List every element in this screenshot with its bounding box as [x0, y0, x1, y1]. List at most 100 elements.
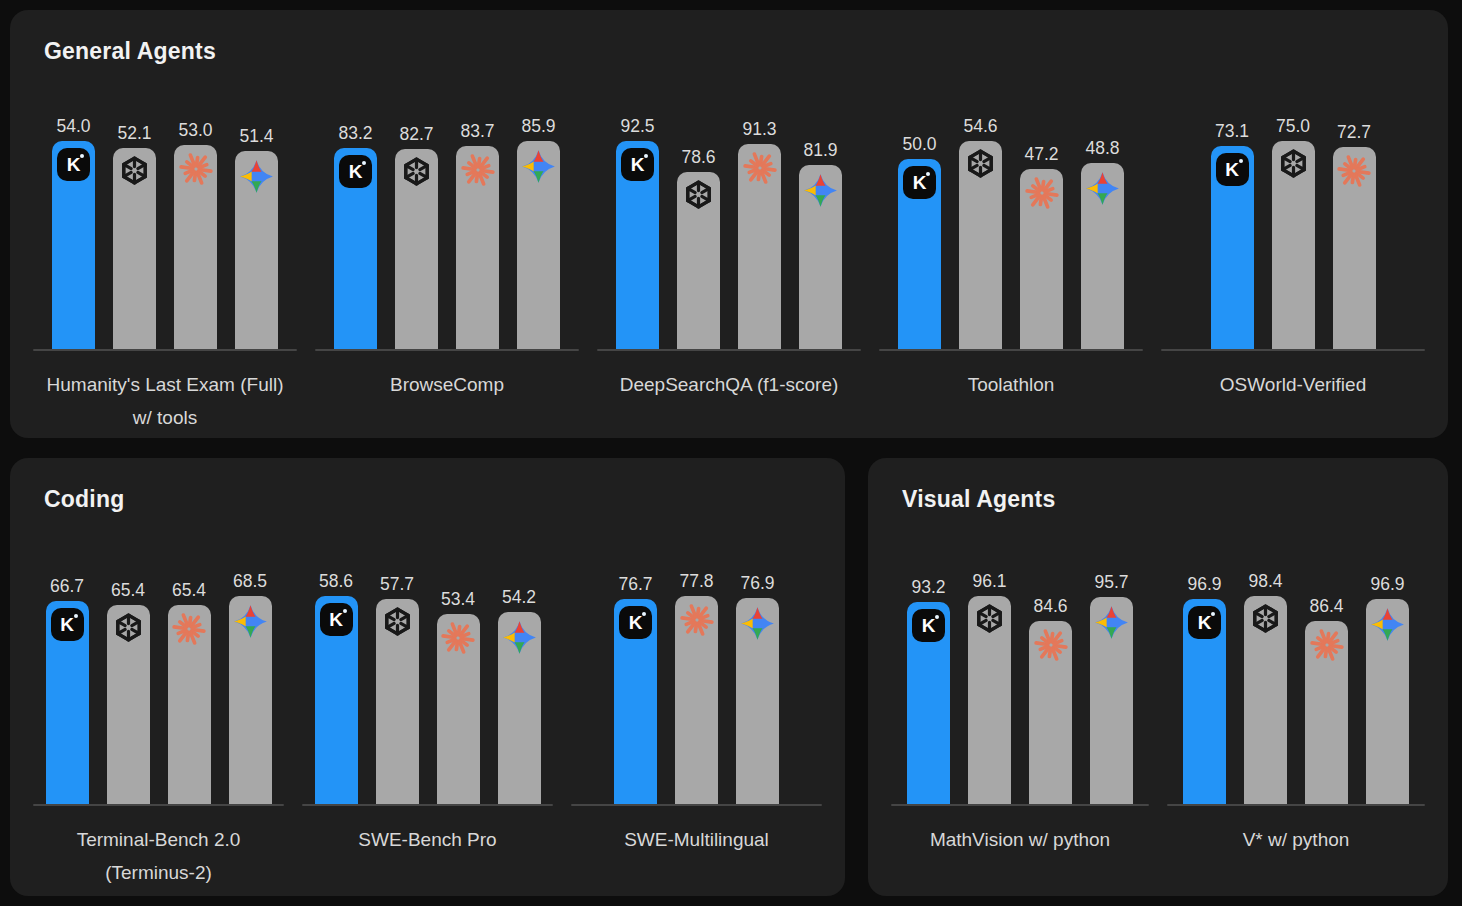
- openai-icon: [1250, 603, 1281, 634]
- openai-icon: [965, 148, 996, 179]
- bar-column: 84.6: [1029, 598, 1072, 805]
- bars-row: 50.0K54.6 47.2 48.8: [870, 113, 1152, 349]
- bars-row: 58.6K 57.7 53.4 54.2: [293, 568, 562, 804]
- bar-column: 96.9: [1366, 576, 1409, 805]
- claude-icon: [179, 152, 213, 186]
- kimi-k-bar: K: [614, 599, 657, 804]
- axis-baseline: [33, 349, 297, 351]
- benchmark-group: 73.1K75.0 72.7 OSWorld-Verified: [1152, 113, 1434, 402]
- claude-icon: [441, 621, 475, 655]
- axis-baseline: [33, 804, 284, 806]
- axis-baseline: [597, 349, 861, 351]
- bar-column: 58.6K: [315, 573, 358, 805]
- benchmark-label-line: SWE-Bench Pro: [293, 824, 562, 857]
- openai-bar: [1244, 596, 1287, 804]
- openai-icon: [683, 179, 714, 210]
- benchmark-label: SWE-Bench Pro: [293, 824, 562, 857]
- bar-value-label: 83.7: [460, 123, 494, 141]
- bar-value-label: 81.9: [803, 142, 837, 160]
- openai-icon: [113, 612, 144, 643]
- gemini-bar: [1081, 163, 1124, 349]
- kimi-k-bar: K: [334, 148, 377, 349]
- bar-column: 86.4: [1305, 598, 1348, 805]
- benchmark-label: SWE-Multilingual: [562, 824, 831, 857]
- bar-value-label: 98.4: [1248, 573, 1282, 591]
- bars-row: 93.2K96.1 84.6 95.7: [882, 568, 1158, 804]
- bar-column: 54.0 K: [52, 118, 95, 350]
- bar-value-label: 68.5: [233, 573, 267, 591]
- bar-value-label: 65.4: [111, 582, 145, 600]
- benchmark-label: Humanity's Last Exam (Full)w/ tools: [24, 369, 306, 434]
- bar-column: 54.6: [959, 118, 1002, 350]
- bar-value-label: 73.1: [1215, 123, 1249, 141]
- claude-icon: [1025, 176, 1059, 210]
- axis-baseline: [1161, 349, 1425, 351]
- bar-column: 53.0: [174, 122, 217, 350]
- bar-value-label: 82.7: [399, 126, 433, 144]
- kimi-k-bar: K: [616, 141, 659, 349]
- openai-icon: [382, 606, 413, 637]
- panel-title-visual-agents: Visual Agents: [902, 486, 1055, 513]
- benchmark-label-line: w/ tools: [24, 402, 306, 435]
- bar-value-label: 54.0: [56, 118, 90, 136]
- axis-baseline: [571, 804, 822, 806]
- bars-row: 96.9K98.4 86.4 96.9: [1158, 568, 1434, 804]
- bar-column: 53.4: [437, 591, 480, 805]
- gemini-bar: [799, 165, 842, 349]
- axis-baseline: [891, 804, 1149, 806]
- benchmark-label-line: MathVision w/ python: [882, 824, 1158, 857]
- bar-value-label: 78.6: [681, 149, 715, 167]
- claude-icon: [1337, 154, 1371, 188]
- bar-value-label: 96.1: [972, 573, 1006, 591]
- gemini-icon: [501, 619, 538, 656]
- bar-column: 66.7 K: [46, 578, 89, 805]
- bar-value-label: 76.7: [618, 576, 652, 594]
- bars-row: 66.7 K 65.4 65.4 68.5: [24, 568, 293, 804]
- bar-value-label: 66.7: [50, 578, 84, 596]
- bar-value-label: 96.9: [1187, 576, 1221, 594]
- claude-bar: [1305, 621, 1348, 804]
- bar-column: 85.9: [517, 118, 560, 350]
- gemini-bar: [1090, 597, 1133, 804]
- kimi-k-icon: K: [51, 608, 84, 641]
- gemini-bar: [498, 612, 541, 804]
- gemini-icon: [1084, 170, 1121, 207]
- openai-bar: [677, 172, 720, 349]
- openai-bar: [1272, 141, 1315, 349]
- kimi-k-bar: K: [907, 602, 950, 804]
- gemini-icon: [802, 172, 839, 209]
- benchmark-label: OSWorld-Verified: [1152, 369, 1434, 402]
- bar-value-label: 47.2: [1024, 146, 1058, 164]
- bar-column: 57.7: [376, 576, 419, 805]
- bar-value-label: 50.0: [902, 136, 936, 154]
- benchmark-label: V* w/ python: [1158, 824, 1434, 857]
- claude-bar: [1333, 147, 1376, 349]
- bar-column: 82.7: [395, 126, 438, 350]
- bar-value-label: 65.4: [172, 582, 206, 600]
- bar-column: 54.2: [498, 589, 541, 805]
- openai-icon: [401, 156, 432, 187]
- openai-bar: [959, 141, 1002, 349]
- bar-column: 73.1K: [1211, 123, 1254, 350]
- bar-value-label: 53.4: [441, 591, 475, 609]
- claude-icon: [461, 153, 495, 187]
- bar-column: 92.5K: [616, 118, 659, 350]
- kimi-k-bar: K: [52, 141, 95, 349]
- kimi-k-icon: K: [912, 609, 945, 642]
- bar-column: 51.4: [235, 128, 278, 350]
- benchmark-group: 92.5K78.6 91.3 81.9 DeepSearchQA (f1-sco…: [588, 113, 870, 402]
- openai-bar: [113, 148, 156, 349]
- bar-value-label: 83.2: [338, 125, 372, 143]
- gemini-bar: [235, 151, 278, 349]
- claude-icon: [1310, 628, 1344, 662]
- benchmark-label: Toolathlon: [870, 369, 1152, 402]
- kimi-k-icon: K: [619, 606, 652, 639]
- panel-title-general-agents: General Agents: [44, 38, 216, 65]
- bar-value-label: 84.6: [1033, 598, 1067, 616]
- benchmark-label-line: SWE-Multilingual: [562, 824, 831, 857]
- kimi-k-bar: K: [46, 601, 89, 804]
- benchmark-label-line: (Terminus-2): [24, 857, 293, 890]
- kimi-k-bar: K: [898, 159, 941, 349]
- kimi-k-icon: K: [621, 148, 654, 181]
- benchmark-groups-general-agents: 54.0K52.1 53.0 51.4 Humanity's Last Exam…: [24, 113, 1434, 434]
